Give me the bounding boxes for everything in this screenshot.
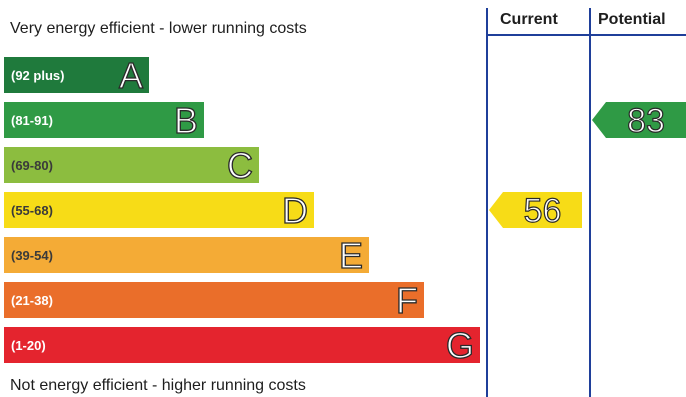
band-letter-g: G — [446, 325, 474, 366]
band-letter-b: B — [174, 100, 198, 141]
band-bar-b — [4, 102, 204, 138]
band-bar-g — [4, 327, 480, 363]
band-letter-a: A — [119, 55, 143, 96]
band-bar-c — [4, 147, 259, 183]
band-bar-d — [4, 192, 314, 228]
band-letter-e: E — [339, 235, 363, 276]
top-caption: Very energy efficient - lower running co… — [10, 20, 307, 37]
band-range-e: (39-54) — [11, 248, 53, 263]
band-letter-d: D — [282, 190, 308, 231]
band-bar-f — [4, 282, 424, 318]
potential-rating-value: 83 — [627, 102, 665, 140]
band-letter-c: C — [227, 145, 253, 186]
bottom-caption: Not energy efficient - higher running co… — [10, 377, 306, 394]
band-bar-e — [4, 237, 369, 273]
potential-column-header: Potential — [598, 11, 666, 28]
band-range-c: (69-80) — [11, 158, 53, 173]
band-range-d: (55-68) — [11, 203, 53, 218]
band-range-b: (81-91) — [11, 113, 53, 128]
band-range-a: (92 plus) — [11, 68, 64, 83]
band-letter-f: F — [396, 280, 418, 321]
current-column-header: Current — [500, 11, 558, 28]
current-rating-value: 56 — [524, 192, 562, 230]
band-range-g: (1-20) — [11, 338, 46, 353]
band-range-f: (21-38) — [11, 293, 53, 308]
band-bar-a — [4, 57, 149, 93]
current-rating-arrow — [489, 192, 582, 228]
potential-rating-arrow — [592, 102, 686, 138]
